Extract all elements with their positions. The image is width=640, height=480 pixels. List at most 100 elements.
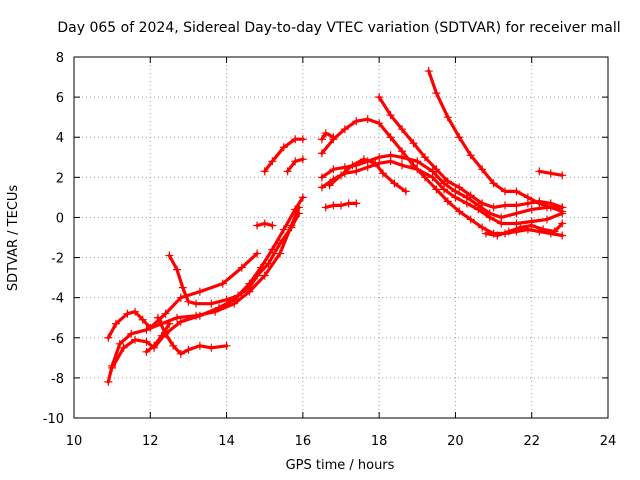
y-tick-label: -4 [51,292,64,307]
data-point [321,129,330,138]
grid-lines [74,57,608,418]
data-point [474,205,483,214]
data-point [279,225,288,234]
x-axis-label: GPS time / hours [286,458,395,473]
data-point [420,153,429,162]
data-point [352,167,361,176]
data-point [386,157,395,166]
data-point [268,221,277,230]
series-trace-10 [321,199,361,212]
data-point [279,143,288,152]
data-point [165,319,174,328]
x-tick-label: 14 [218,434,235,449]
data-point [386,111,395,120]
data-point [409,161,418,170]
series-trace-17 [424,67,567,216]
data-point [165,251,174,260]
data-point [321,203,330,212]
plot-frame [73,56,609,419]
data-point [478,223,487,232]
data-point [142,337,151,346]
data-point [337,201,345,210]
data-point [317,183,326,192]
data-point [184,345,193,354]
data-point [409,139,418,148]
data-point [527,205,536,214]
data-point [523,193,532,202]
series-trace-13 [325,155,410,196]
data-point [455,133,464,142]
series-trace-1 [104,203,304,386]
data-point [497,219,506,228]
data-point [119,343,128,352]
data-point [478,165,487,174]
series-line [106,205,301,384]
data-point [142,325,151,334]
x-tick-label: 12 [142,434,159,449]
data-point [264,259,273,268]
data-point [298,155,307,164]
data-point [462,199,471,208]
data-point [558,231,567,240]
data-point [501,187,510,196]
chart-title: Day 065 of 2024, Sidereal Day-to-day VTE… [57,20,620,36]
data-point [253,221,262,230]
data-point [207,299,216,308]
data-point [283,167,292,176]
data-point [127,329,136,338]
y-tick-label: -10 [43,412,64,427]
x-tick-labels: 10 12 14 16 18 20 22 24 [66,434,617,449]
data-point [512,187,521,196]
data-point [195,311,204,320]
y-tick-label: 8 [56,51,64,66]
series-line [144,322,171,354]
data-point [253,271,262,280]
data-point [348,161,357,170]
data-point [390,179,399,188]
data-point [443,197,452,206]
y-tick-label: 4 [56,131,64,146]
data-point [352,117,361,126]
data-point [443,177,452,186]
data-point [478,199,487,208]
data-point [195,341,204,350]
data-point [111,319,120,328]
data-point [108,363,117,372]
data-point [104,377,113,386]
data-point [275,249,284,258]
data-point [550,227,559,236]
data-point [466,191,475,200]
data-point [104,333,113,342]
data-point [317,135,326,144]
x-tick-label: 18 [371,434,388,449]
data-point [157,331,166,340]
data-point [222,341,231,350]
series-line [320,153,564,219]
data-point [371,159,380,168]
data-point [176,317,185,326]
data-point [260,219,269,228]
data-point [169,341,178,350]
data-point [378,169,387,178]
data-point [432,185,441,194]
data-point [153,313,162,322]
data-point [527,221,536,230]
data-point [398,161,407,170]
series-trace-4 [165,209,304,308]
data-point [424,67,433,76]
series-trace-19 [535,167,567,180]
data-point [172,313,181,322]
data-point [439,185,448,194]
data-point [291,157,300,166]
data-point [558,207,567,216]
data-point [420,173,429,182]
data-point [123,309,132,318]
data-point [295,209,304,218]
data-point [451,193,460,202]
data-point [150,341,159,350]
data-point [115,339,124,348]
data-point [443,113,452,122]
data-point [512,201,521,210]
data-point [298,193,307,202]
